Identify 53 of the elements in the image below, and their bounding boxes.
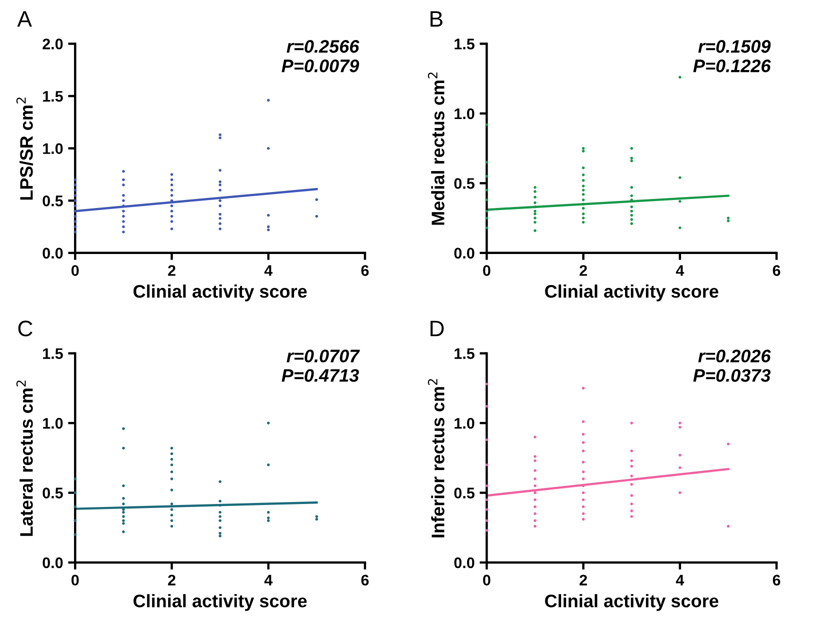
y-tick-label: 1.0 — [43, 143, 63, 154]
chart-title: C — [18, 320, 32, 336]
x-axis-title: Clinial activity score — [134, 594, 307, 611]
y-tick-label: 1.5 — [43, 348, 63, 360]
x-tick-label: 4 — [264, 574, 273, 586]
x-tick-label: 2 — [168, 265, 176, 276]
x-axis-title: Clinial activity score — [545, 284, 718, 302]
chart-title: B — [430, 11, 442, 27]
y-tick-label: 0.0 — [454, 248, 474, 259]
x-tick-label: 6 — [772, 265, 780, 276]
x-tick-label: 6 — [361, 574, 369, 586]
y-tick-label: 0.0 — [454, 557, 474, 568]
x-tick-label: 0 — [72, 265, 79, 276]
x-tick-label: 2 — [580, 265, 587, 276]
x-tick-label: 0 — [483, 265, 490, 276]
annotation: r=0.1509 — [698, 40, 771, 53]
y-tick-label: 0.5 — [454, 178, 474, 189]
y-tick-label: 1.5 — [454, 38, 474, 50]
x-tick-label: 0 — [483, 574, 490, 586]
y-tick-label: 1.5 — [454, 348, 474, 360]
y-tick-label: 2.0 — [42, 38, 63, 50]
annotation: r=0.0707 — [286, 350, 360, 362]
x-tick-label: 2 — [168, 574, 176, 586]
annotation: P=0.0079 — [282, 59, 360, 72]
annotation: P=0.1226 — [693, 59, 771, 72]
y-tick-label: 1.0 — [454, 418, 474, 429]
chart-title: D — [430, 320, 444, 336]
chart-title: A — [17, 11, 32, 27]
annotation: P=0.4713 — [282, 369, 359, 382]
y-axis-title: Lateral rectus cm$^{2}$ — [16, 380, 33, 536]
annotation: r=0.2566 — [286, 40, 360, 53]
x-tick-label: 4 — [264, 265, 273, 276]
y-tick-label: 0.5 — [42, 196, 63, 206]
y-tick-label: 1.0 — [454, 108, 474, 120]
y-axis-title: Medial rectus cm$^{2}$ — [428, 72, 444, 225]
y-tick-label: 1.5 — [43, 91, 63, 102]
x-tick-label: 0 — [72, 574, 79, 586]
y-axis-title: LPS/SR cm$^{2}$ — [16, 98, 34, 200]
x-tick-label: 6 — [772, 574, 780, 586]
y-axis-title: Inferior rectus cm$^{2}$ — [428, 379, 444, 538]
annotation: r=0.2026 — [698, 350, 771, 362]
x-tick-label: 4 — [676, 265, 684, 276]
x-tick-label: 4 — [676, 574, 684, 586]
x-axis-title: Clinial activity score — [545, 594, 718, 611]
y-tick-label: 0.0 — [42, 557, 63, 568]
y-tick-label: 1.0 — [43, 418, 63, 429]
y-tick-label: 0.5 — [454, 488, 474, 498]
x-tick-label: 6 — [361, 265, 369, 276]
y-tick-label: 0.0 — [42, 248, 63, 259]
x-axis-title: Clinial activity score — [134, 284, 307, 302]
x-tick-label: 2 — [580, 574, 587, 586]
y-tick-label: 0.5 — [42, 488, 63, 498]
annotation: P=0.0373 — [693, 369, 771, 382]
